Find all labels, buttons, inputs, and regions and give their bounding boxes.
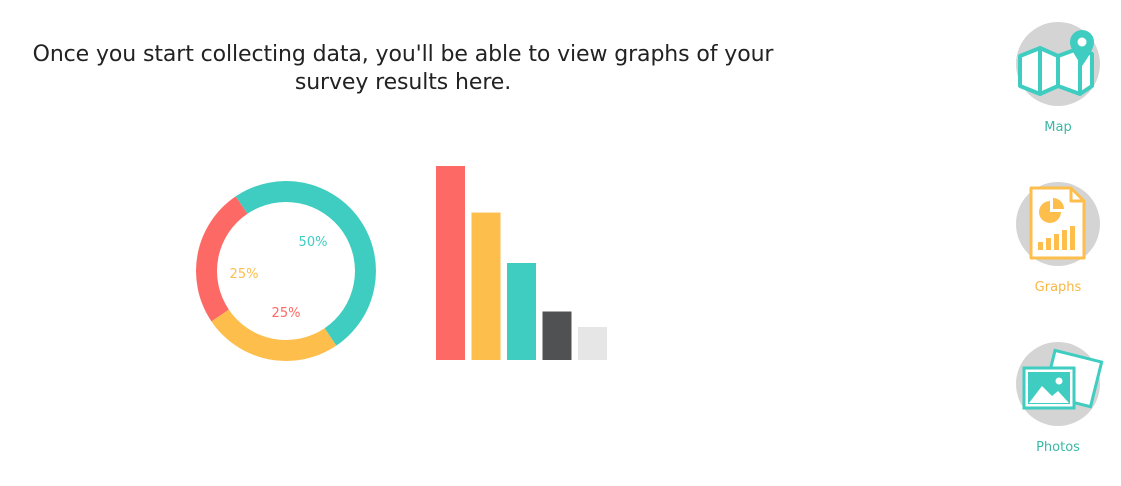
nav-item-label: Map [1044,120,1072,135]
empty-state-message-line-1: Once you start collecting data, you'll b… [32,42,774,67]
donut-slice-label: 25% [272,306,301,321]
donut-slice [211,309,337,362]
empty-state-message: Once you start collecting data, you'll b… [0,41,806,97]
donut-slice-label: 50% [299,235,328,250]
nav-item-label: Graphs [1034,280,1082,295]
bar [578,327,607,360]
nav-item-label: Photos [1036,440,1080,455]
donut-slice-label: 25% [230,267,259,282]
nav-item-graphs[interactable]: Graphs [1000,182,1116,302]
bar [436,166,465,360]
bar [471,212,501,360]
nav-item-map[interactable]: Map [1000,22,1116,142]
empty-state-message-line-2: survey results here. [294,70,512,95]
side-navigation: Map Graphs Photos [1000,0,1121,486]
bar [507,263,536,360]
donut-chart: 50% 25% 25% [196,181,376,362]
donut-slice [196,196,248,322]
nav-item-photos[interactable]: Photos [1000,342,1116,462]
donut-slice [235,181,376,346]
photos-icon [1022,348,1104,410]
map-pin-icon [1018,30,1094,96]
bar-chart [436,166,607,360]
graph-report-icon [1029,186,1086,260]
sample-charts-illustration: 50% 25% 25% [196,166,607,362]
bar [542,311,572,360]
